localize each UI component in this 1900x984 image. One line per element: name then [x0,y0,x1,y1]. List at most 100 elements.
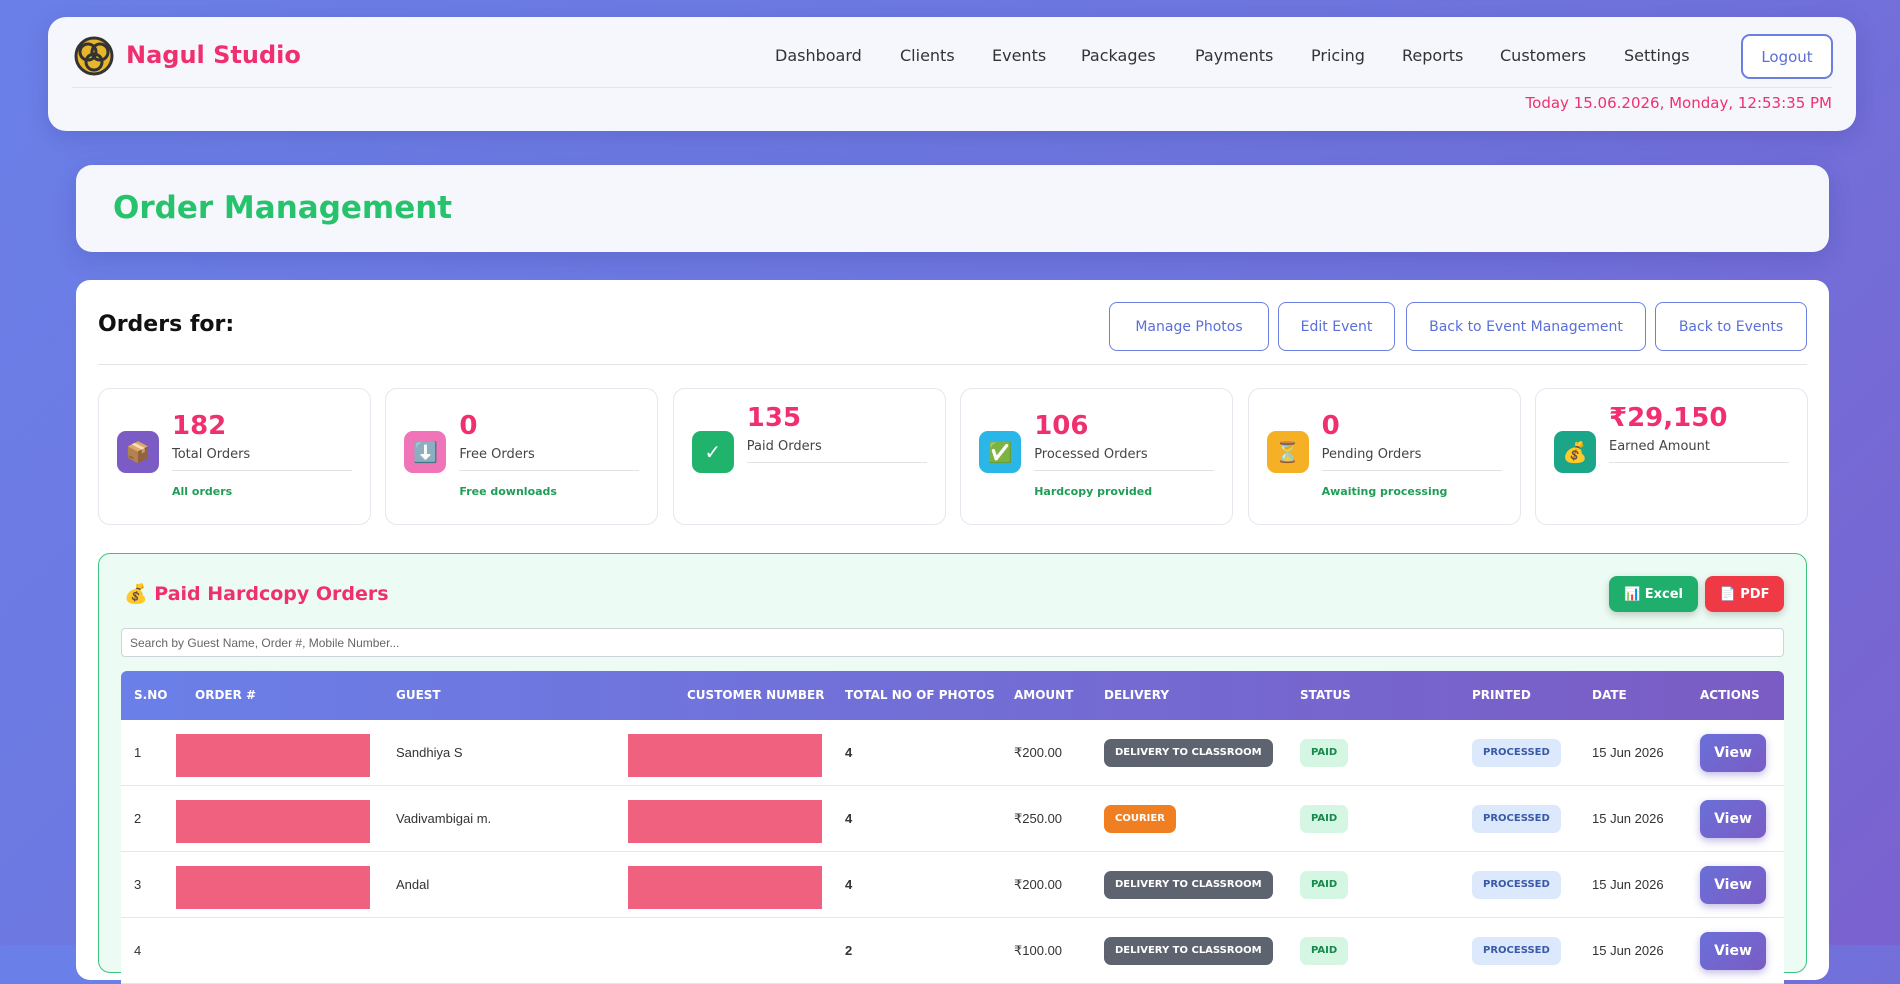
stat-label: Processed Orders [1034,447,1215,471]
printed-badge: PROCESSED [1472,805,1561,833]
printed-badge: PROCESSED [1472,871,1561,899]
column-header: S.NO [134,688,168,702]
stat-value: 106 [1034,411,1089,441]
column-header: DELIVERY [1104,688,1170,702]
nav-link[interactable]: Clients [900,46,955,65]
divider [72,87,1832,88]
section-title: 💰 Paid Hardcopy Orders [124,582,389,605]
column-header: ORDER # [195,688,257,702]
nav-link[interactable]: Packages [1081,46,1156,65]
status-badge: PAID [1300,937,1349,965]
cell-photos: 4 [845,745,853,760]
column-header: ACTIONS [1700,688,1760,702]
search-input[interactable]: Search by Guest Name, Order #, Mobile Nu… [121,628,1784,657]
status-badge: PAID [1300,739,1349,767]
stat-note: Free downloads [459,485,557,498]
stat-label: Paid Orders [746,439,927,463]
action-button[interactable]: Edit Event [1278,302,1395,351]
header-card: Nagul Studio [48,17,1856,131]
view-button[interactable]: View [1700,866,1766,904]
stat-value: 0 [1321,411,1340,441]
nav-link[interactable]: Dashboard [775,46,862,65]
table-header: S.NO ORDER # GUEST CUSTOMER NUMBER TOTAL NO … [121,671,1784,720]
view-button[interactable]: View [1700,932,1766,970]
cell-sno: 4 [134,943,142,958]
stat-note: Awaiting processing [1321,485,1448,498]
view-button[interactable]: View [1700,800,1766,838]
cell-amount: ₹250.00 [1014,811,1063,826]
printed-badge: PROCESSED [1472,739,1561,767]
stat-card: ⬇️ 0 Free Orders Free downloads [385,388,659,525]
redacted-order [176,800,370,843]
cell-amount: ₹100.00 [1014,943,1063,958]
pdf-button[interactable]: 📄 PDF [1705,576,1784,612]
column-header: PRINTED [1472,688,1531,702]
stat-icon: ✓ [691,431,734,473]
redacted-customer [628,800,822,843]
stat-card: 💰 ₹29,150 Earned Amount [1535,388,1808,525]
delivery-badge: DELIVERY TO CLASSROOM [1104,937,1273,965]
table-row: 3 Andal 4 ₹200.00 DELIVERY TO CLASSROOM PAID P… [121,852,1784,918]
cell-sno: 1 [134,745,142,760]
logo [74,36,114,76]
stat-label: Earned Amount [1609,439,1789,463]
excel-icon: 📊 [1624,586,1641,602]
cell-guest: Vadivambigai m. [396,811,492,826]
redacted-order [176,866,370,909]
column-header: GUEST [396,688,441,702]
stat-label: Pending Orders [1321,447,1502,471]
view-button[interactable]: View [1700,734,1766,772]
divider [98,364,1807,365]
stat-icon: ⬇️ [404,431,447,473]
cell-sno: 2 [134,811,142,826]
delivery-badge: DELIVERY TO CLASSROOM [1104,739,1273,767]
logout-button[interactable]: Logout [1741,34,1833,79]
cell-amount: ₹200.00 [1014,877,1063,892]
stat-value: 182 [172,411,227,441]
datetime: Today 15.06.2026, Monday, 12:53:35 PM [1525,94,1832,112]
status-badge: PAID [1300,871,1349,899]
title-card [76,165,1829,252]
nav-link[interactable]: Customers [1500,46,1587,65]
printed-badge: PROCESSED [1472,937,1561,965]
cell-sno: 3 [134,877,142,892]
cell-photos: 2 [845,943,853,958]
section-icon: 💰 [124,583,148,605]
stat-label: Free Orders [459,447,640,471]
column-header: DATE [1592,688,1627,702]
nav-link[interactable]: Payments [1195,46,1274,65]
nav-link[interactable]: Settings [1624,46,1690,65]
stat-card: ✓ 135 Paid Orders [672,388,946,525]
cell-date: 15 Jun 2026 [1592,811,1664,826]
nav-link[interactable]: Reports [1402,46,1464,65]
redacted-customer [628,734,822,777]
pdf-label: PDF [1740,586,1770,602]
table-row: 1 Sandhiya S 4 ₹200.00 DELIVERY TO CLASSROOM… [121,720,1784,786]
action-button[interactable]: Back to Event Management [1406,302,1646,351]
stat-note: Hardcopy provided [1034,485,1153,498]
column-header: STATUS [1300,688,1351,702]
action-button[interactable]: Back to Events [1655,302,1807,351]
pdf-icon: 📄 [1719,586,1736,602]
nav-link[interactable]: Events [992,46,1047,65]
stat-card: 📦 182 Total Orders All orders [98,388,371,525]
redacted-order [176,734,370,777]
cell-guest: Andal [396,877,430,892]
cell-photos: 4 [845,877,853,892]
delivery-badge: COURIER [1104,805,1176,833]
nav-link[interactable]: Pricing [1311,46,1365,65]
redacted-customer [628,866,822,909]
cell-date: 15 Jun 2026 [1592,877,1664,892]
stat-card: ✅ 106 Processed Orders Hardcopy provided [960,388,1234,525]
stat-icon: 💰 [1554,431,1596,473]
action-button[interactable]: Manage Photos [1109,302,1269,351]
excel-button[interactable]: 📊 Excel [1609,576,1698,612]
stat-icon: ⏳ [1266,431,1309,473]
stat-note: All orders [172,485,233,498]
cell-date: 15 Jun 2026 [1592,745,1664,760]
brand[interactable]: Nagul Studio [126,41,301,69]
column-header: TOTAL NO OF PHOTOS [845,688,995,702]
stat-value: ₹29,150 [1609,403,1728,433]
excel-label: Excel [1644,586,1683,602]
